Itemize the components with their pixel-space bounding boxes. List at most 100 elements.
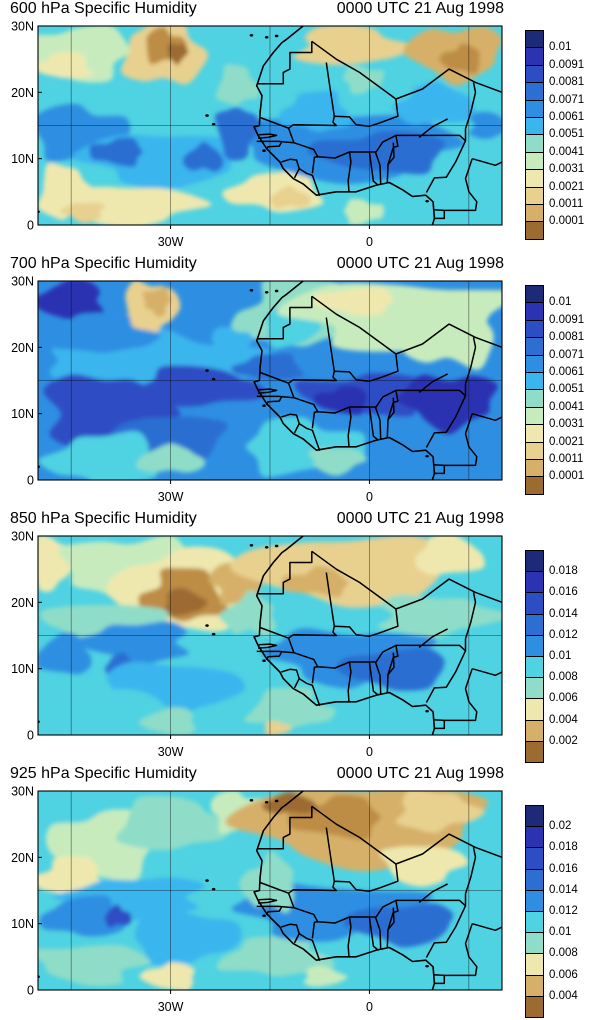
country-border — [393, 645, 399, 659]
legend-label: 0.0031 — [549, 163, 585, 176]
legend-label: 0.004 — [549, 713, 578, 726]
humidity-contour — [69, 621, 190, 665]
legend-label: 0.012 — [549, 628, 578, 641]
humidity-contour — [379, 846, 469, 887]
legend-color-box — [525, 953, 544, 976]
panel-title: 850 hPa Specific Humidity — [10, 510, 197, 527]
country-border — [471, 412, 502, 422]
legend-color-box — [525, 634, 544, 657]
legend-label: 0.0061 — [549, 366, 585, 378]
country-border — [325, 827, 336, 882]
country-border — [433, 463, 446, 475]
legend-color-box — [525, 221, 544, 240]
lon-label: 0 — [366, 235, 373, 249]
country-border — [347, 661, 352, 702]
country-border — [256, 905, 294, 909]
humidity-contour — [239, 850, 294, 913]
humidity-contour — [415, 536, 485, 575]
legend-label: 0.004 — [549, 989, 578, 1002]
map-frame — [37, 280, 503, 481]
humidity-contour — [270, 185, 311, 209]
country-border — [347, 406, 352, 447]
humidity-contour — [115, 795, 233, 850]
lon-label: 0 — [366, 490, 373, 504]
lat-label: 0 — [27, 474, 34, 488]
legend-label: 0.0031 — [549, 418, 585, 431]
country-border — [387, 652, 395, 676]
country-border — [298, 167, 321, 197]
country-border — [281, 413, 300, 434]
country-border — [325, 572, 336, 627]
contour-map: 30N 20N 10N 0 30W 0 — [11, 20, 503, 249]
country-border — [258, 898, 278, 904]
legend-label: 0.014 — [549, 607, 578, 620]
country-border — [256, 296, 313, 340]
coastline — [253, 26, 436, 225]
map-panel-600hpa: 30N 20N 10N 0 30W 0 600 hPa Specific Humidity 0… — [0, 0, 600, 255]
lon-label: 30W — [158, 235, 184, 249]
humidity-contour — [262, 791, 318, 814]
lat-label: 20N — [11, 851, 34, 865]
contour-map: 30N 20N 10N 0 30W 0 — [11, 785, 503, 1014]
legend-color-box — [525, 64, 544, 84]
legend-color-box — [525, 995, 544, 1018]
lon-label: 0 — [366, 1000, 373, 1014]
legend-label: 0.0011 — [549, 198, 584, 210]
country-border — [266, 396, 283, 406]
country-border — [368, 406, 378, 441]
legend-label: 0.0041 — [549, 400, 585, 413]
humidity-contour — [136, 365, 265, 407]
legend-color-box — [525, 889, 544, 912]
humidity-contour — [134, 908, 242, 967]
legend-color-box — [525, 319, 544, 339]
legend-label: 0.01 — [549, 650, 572, 662]
country-border — [347, 151, 352, 192]
country-border — [471, 667, 502, 677]
lat-label: 10N — [11, 152, 34, 166]
humidity-contour — [344, 198, 385, 225]
humidity-contour — [38, 431, 158, 480]
country-border — [393, 390, 399, 404]
legend-color-box — [525, 204, 544, 223]
country-border — [256, 806, 313, 850]
humidity-contour — [312, 286, 393, 316]
legend-label: 0.0051 — [549, 128, 585, 141]
lat-label: 30N — [11, 785, 34, 799]
coastline — [253, 281, 436, 480]
legend-label: 0.0081 — [549, 331, 585, 344]
legend-label: 0.018 — [549, 841, 578, 854]
country-border — [433, 208, 446, 220]
country-border — [259, 550, 399, 639]
legend-label: 0.0021 — [549, 435, 585, 448]
country-border — [395, 833, 502, 865]
legend-color-box — [525, 186, 544, 205]
humidity-contour — [38, 51, 93, 79]
legend-label: 0.0081 — [549, 76, 585, 89]
legend-color-box — [525, 911, 544, 934]
country-border — [258, 643, 278, 649]
country-border — [374, 916, 382, 949]
humidity-contour — [52, 313, 161, 353]
legend-label: 0.008 — [549, 671, 578, 684]
country-border — [368, 151, 378, 186]
country-border — [374, 661, 382, 694]
legend-label: 0.01 — [549, 296, 572, 309]
humidity-contour — [215, 107, 260, 161]
humidity-contour — [215, 64, 260, 106]
legend-label: 0.012 — [549, 905, 578, 917]
country-border — [347, 916, 352, 957]
legend-label: 0.014 — [549, 883, 578, 896]
country-border — [425, 893, 467, 958]
country-border — [418, 628, 448, 648]
legend-color-box — [525, 719, 544, 742]
legend-color-box — [525, 82, 544, 101]
humidity-contour — [336, 647, 445, 691]
legend-label: 0.016 — [549, 586, 578, 599]
legend-label: 0.0051 — [549, 383, 585, 396]
country-border — [387, 907, 395, 931]
humidity-contour — [138, 707, 196, 735]
legend-color-box — [525, 441, 544, 460]
legend-color-box — [525, 698, 544, 721]
humidity-contour — [38, 632, 92, 675]
country-border — [325, 317, 336, 372]
